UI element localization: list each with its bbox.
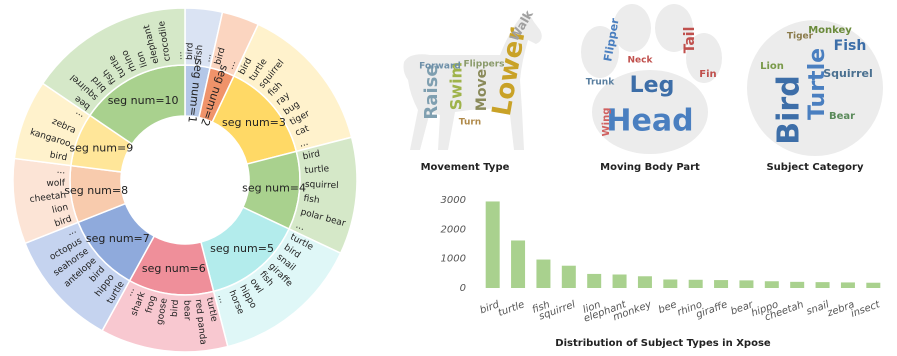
child-label: bird bbox=[49, 150, 68, 163]
child-label: ... bbox=[66, 226, 78, 239]
bar bbox=[561, 265, 576, 288]
paw-shape bbox=[581, 4, 722, 154]
outer-segment bbox=[41, 7, 186, 117]
child-label: ... bbox=[298, 138, 309, 150]
cloud-caption: Movement Type bbox=[421, 162, 510, 173]
child-label: frog bbox=[144, 295, 158, 315]
segment-label: seg num=5 bbox=[210, 242, 274, 255]
child-label: ... bbox=[294, 221, 306, 233]
child-label: wolf bbox=[46, 178, 66, 188]
child-label: ... bbox=[124, 286, 137, 298]
child-label: red panda bbox=[193, 299, 208, 346]
y-tick-label: 0 bbox=[460, 283, 466, 294]
cloud-word: Swim bbox=[447, 62, 466, 110]
cloud-word: Flippers bbox=[463, 60, 504, 70]
cloud-word: Head bbox=[606, 104, 693, 139]
bar bbox=[612, 274, 627, 288]
child-label: bird bbox=[302, 149, 321, 162]
child-label: cheetah bbox=[29, 191, 66, 205]
child-label: fish bbox=[194, 44, 206, 61]
cloud-word: Move bbox=[474, 69, 490, 111]
cloud-caption: Moving Body Part bbox=[600, 162, 700, 173]
bar bbox=[637, 276, 652, 288]
cloud-word: Turtle bbox=[805, 48, 830, 120]
child-label: bird bbox=[170, 299, 181, 317]
cloud-word: Trunk bbox=[586, 78, 615, 88]
bar bbox=[739, 280, 754, 288]
bar bbox=[688, 279, 703, 288]
child-label: squirrel bbox=[305, 180, 339, 191]
segment-label: seg num=7 bbox=[86, 232, 150, 245]
cloud-word: Turn bbox=[459, 118, 481, 128]
child-label: ... bbox=[202, 53, 213, 63]
y-tick-label: 2000 bbox=[441, 224, 466, 235]
child-label: ... bbox=[56, 166, 65, 177]
bar-title: Distribution of Subject Types in Xpose bbox=[555, 338, 771, 349]
cloud-word: Tail bbox=[682, 27, 698, 54]
bar bbox=[536, 259, 551, 288]
cloud-word: Lion bbox=[760, 61, 784, 72]
bar bbox=[866, 282, 881, 288]
child-label: bird bbox=[213, 46, 227, 66]
child-label: ... bbox=[174, 51, 184, 60]
bar bbox=[790, 281, 805, 288]
cloud-word: Bird bbox=[772, 75, 807, 144]
cloud-word: Raise bbox=[421, 64, 442, 119]
cloud-word: Forward bbox=[419, 62, 461, 72]
bar bbox=[511, 240, 526, 288]
child-label: bear bbox=[181, 300, 191, 321]
cloud-word: Neck bbox=[628, 56, 654, 66]
cloud-word: Leg bbox=[630, 73, 675, 98]
segment-label: seg num=10 bbox=[108, 94, 179, 107]
cloud-word: Bear bbox=[829, 111, 855, 122]
segment-label: seg num=6 bbox=[142, 262, 206, 275]
segment-label: seg num=3 bbox=[222, 116, 286, 129]
y-tick-label: 1000 bbox=[441, 254, 466, 265]
child-label: turtle bbox=[304, 164, 330, 176]
segment-label: seg num=9 bbox=[69, 141, 133, 154]
child-label: fish bbox=[303, 194, 320, 206]
child-label: ... bbox=[226, 59, 238, 71]
cloud-word: Lower bbox=[487, 25, 532, 118]
cloud-word: Fin bbox=[699, 69, 716, 80]
bar bbox=[764, 281, 779, 288]
bar bbox=[714, 280, 729, 288]
bar bbox=[587, 273, 602, 288]
y-tick-label: 3000 bbox=[441, 195, 466, 206]
bar bbox=[485, 201, 500, 288]
bar bbox=[815, 282, 830, 288]
subject-circle bbox=[747, 20, 883, 156]
cloud-word: Wing bbox=[601, 108, 612, 137]
segment-label: seg num=4 bbox=[242, 181, 306, 194]
x-tick-label: insect bbox=[849, 299, 882, 320]
horse-silhouette bbox=[403, 12, 542, 150]
bar bbox=[840, 282, 855, 288]
cloud-word: Fish bbox=[834, 38, 867, 54]
child-label: ... bbox=[215, 293, 227, 304]
child-label: bird bbox=[185, 42, 196, 60]
child-label: goose bbox=[155, 297, 170, 326]
x-tick-label: turtle bbox=[497, 299, 526, 319]
cloud-word: Squirrel bbox=[823, 67, 872, 80]
cloud-word: Monkey bbox=[808, 25, 852, 36]
child-label: turtle bbox=[204, 297, 219, 323]
cloud-word: Tiger bbox=[787, 32, 814, 42]
bar bbox=[663, 279, 678, 288]
child-label: lion bbox=[51, 203, 69, 216]
segment-label: seg num=8 bbox=[64, 184, 128, 197]
cloud-caption: Subject Category bbox=[766, 162, 863, 173]
